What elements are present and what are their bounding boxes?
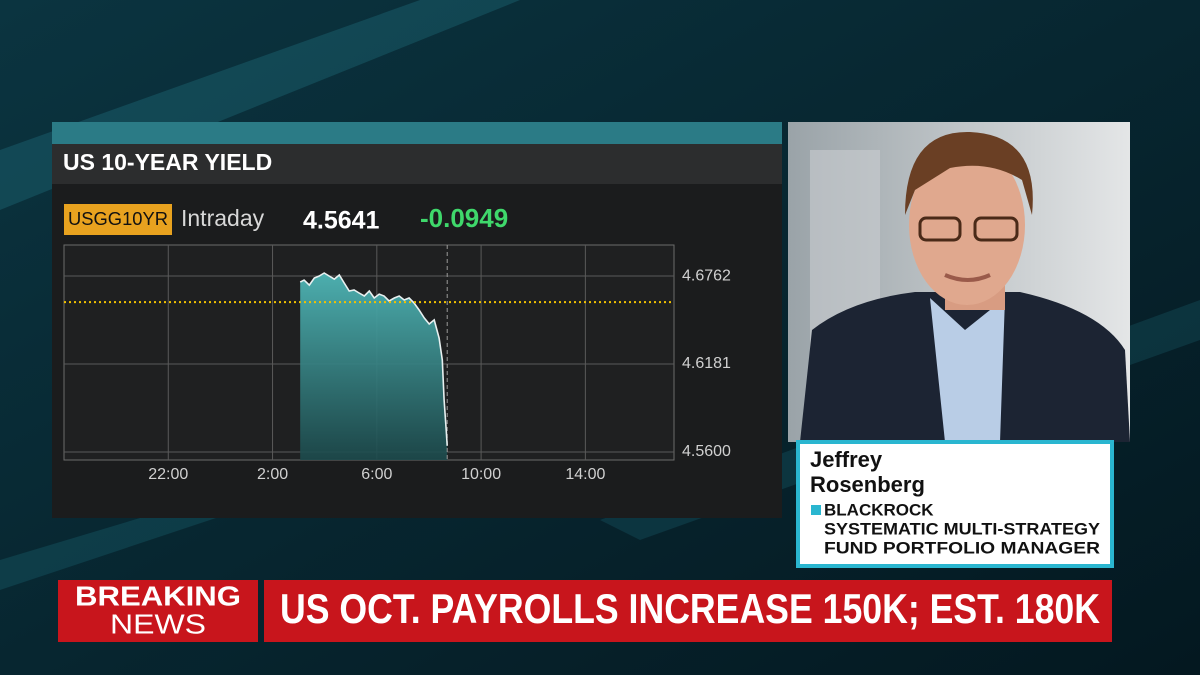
mouth bbox=[944, 273, 991, 282]
breaking-label: NEWS bbox=[110, 608, 206, 639]
x-tick-label: 2:00 bbox=[257, 466, 288, 483]
face bbox=[909, 145, 1025, 305]
y-tick-label: 4.6181 bbox=[682, 355, 731, 372]
ticker-symbol: USGG10YR bbox=[68, 209, 168, 229]
panel-stripe bbox=[52, 122, 782, 144]
line bbox=[299, 272, 448, 446]
change: -0.0949 bbox=[420, 203, 508, 233]
guest-name: Jeffrey bbox=[810, 447, 883, 472]
headline: US OCT. PAYROLLS INCREASE 150K; EST. 180… bbox=[280, 585, 1100, 632]
y-tick-label: 4.5600 bbox=[682, 443, 731, 460]
breaking-box bbox=[58, 580, 258, 642]
glasses bbox=[918, 216, 962, 242]
chart-title: US 10-YEAR YIELD bbox=[63, 149, 272, 175]
ticker-badge bbox=[64, 204, 172, 235]
guest-title: FUND PORTFOLIO MANAGER bbox=[824, 538, 1100, 557]
last-value: 4.5641 bbox=[303, 207, 380, 235]
title-bar bbox=[52, 144, 782, 184]
guest-title: SYSTEMATIC MULTI-STRATEGY bbox=[824, 519, 1101, 538]
glasses bbox=[973, 216, 1019, 242]
hair bbox=[905, 131, 1033, 215]
guest-name: Rosenberg bbox=[810, 472, 925, 497]
breaking-label: BREAKING bbox=[75, 580, 241, 611]
plot: 4.5600 4.6181 4.6762 22:00 2:00 6:00 10:00 14:0… bbox=[64, 245, 731, 483]
x-tick-label: 14:00 bbox=[565, 466, 605, 483]
y-tick-label: 4.6762 bbox=[682, 267, 731, 284]
guest-company: BLACKROCK bbox=[824, 500, 934, 519]
x-tick-label: 6:00 bbox=[361, 466, 392, 483]
shirt bbox=[930, 298, 1005, 442]
area bbox=[300, 273, 448, 460]
period: Intraday bbox=[181, 205, 265, 231]
x-tick-label: 22:00 bbox=[148, 466, 188, 483]
headline-box bbox=[264, 580, 1112, 642]
name-box bbox=[796, 440, 1114, 568]
x-tick-label: 10:00 bbox=[461, 466, 501, 483]
bullet bbox=[811, 505, 821, 515]
